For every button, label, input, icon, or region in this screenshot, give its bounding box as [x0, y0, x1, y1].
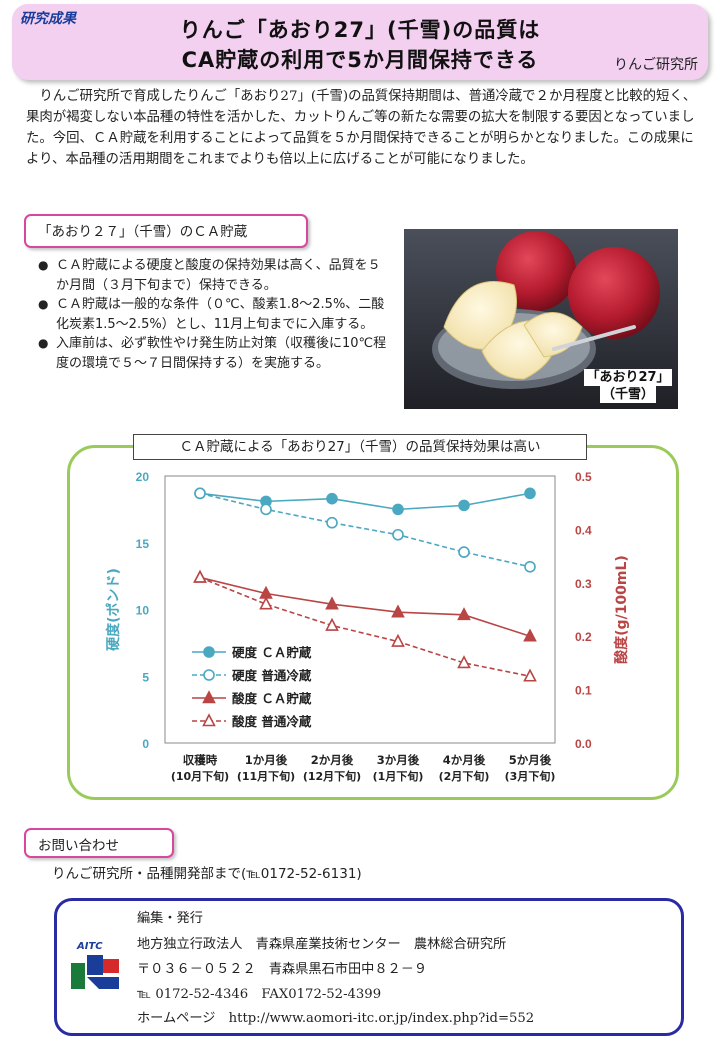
y-tick-label: 10 — [136, 604, 150, 618]
data-point-3 — [457, 655, 471, 669]
contact-text: りんご研究所・品種開発部まで(℡0172-52-6131) — [52, 866, 362, 882]
x-tick-sublabel: (1月下旬) — [373, 769, 424, 783]
x-tick-label: 1か月後 — [245, 753, 288, 767]
legend-label: 酸度 普通冷蔵 — [232, 714, 312, 729]
y-tick-label: 5 — [142, 670, 149, 684]
publisher-phone: ℡ 0172-52-4346 FAX0172-52-4399 — [137, 987, 382, 1002]
series-line-2 — [199, 576, 531, 637]
organization-name: りんご研究所 — [614, 57, 698, 73]
x-tick-sublabel: (12月下旬) — [303, 769, 361, 783]
data-point-0 — [392, 503, 404, 516]
page-title-line2: CA貯蔵の利用で5か月間保持できる — [181, 48, 539, 72]
chart-frame — [67, 445, 679, 800]
data-point-1 — [260, 503, 272, 516]
plot-area — [164, 475, 556, 744]
data-point-2 — [457, 607, 471, 621]
data-point-1 — [458, 546, 470, 558]
y2-tick-label: 0.5 — [575, 470, 592, 484]
legend-label: 硬度 ＣＡ貯蔵 — [232, 645, 312, 660]
data-point-3 — [259, 596, 273, 610]
x-tick-sublabel: (10月下旬) — [171, 769, 229, 783]
y2-tick-label: 0.3 — [575, 577, 592, 591]
data-point-1 — [194, 487, 206, 500]
bullet-item: ＣＡ貯蔵による硬度と酸度の保持効果は高く、品質を５か月間（３月下旬まで）保持でき… — [38, 256, 392, 295]
series-line-3 — [199, 576, 531, 678]
data-point-2 — [325, 596, 339, 610]
series-line-0 — [199, 492, 531, 511]
data-point-0 — [326, 492, 338, 505]
publisher-name: 地方独立行政法人 青森県産業技術センター 農林総合研究所 — [137, 937, 507, 952]
publisher-website[interactable]: ホームページ http://www.aomori-itc.or.jp/index… — [137, 1011, 535, 1026]
y-tick-label: 15 — [136, 537, 150, 551]
x-tick-label: 5か月後 — [509, 753, 552, 767]
aitc-logo-text: AITC — [77, 941, 103, 952]
data-point-0 — [458, 499, 470, 512]
intro-paragraph: りんご研究所で育成したりんご「あおり27」(千雪)の品質保持期間は、普通冷蔵で２… — [26, 89, 697, 167]
x-tick-label: 収穫時 — [183, 753, 218, 767]
page-title-line1: りんご「あおり27」(千雪)の品質は — [179, 18, 541, 42]
x-tick-sublabel: (3月下旬) — [505, 769, 556, 783]
y-axis-title: 硬度(ポンド) — [105, 568, 122, 651]
data-point-2 — [391, 604, 405, 618]
publisher-label: 編集・発行 — [137, 911, 203, 926]
publisher-box: AITC 編集・発行 地方独立行政法人 青森県産業技術センター 農林総合研究所 … — [54, 898, 684, 1036]
y-tick-label: 20 — [136, 470, 150, 484]
y2-axis-title: 酸度(g/100mL) — [613, 555, 630, 664]
photo-caption-line1: 「あおり27」 — [584, 369, 672, 386]
publisher-address: 〒０３６－０５２２ 青森県黒石市田中８２－９ — [137, 962, 428, 977]
data-point-1 — [524, 560, 536, 573]
bullet-list: ＣＡ貯蔵による硬度と酸度の保持効果は高く、品質を５か月間（３月下旬まで）保持でき… — [38, 256, 392, 374]
aitc-logo-icon — [71, 955, 119, 989]
x-tick-sublabel: (2月下旬) — [439, 769, 490, 783]
x-tick-label: 3か月後 — [377, 753, 420, 767]
y2-tick-label: 0.1 — [575, 684, 592, 698]
apple-photo: 「あおり27」 （千雪） — [404, 229, 678, 409]
header-banner: 研究成果 りんご「あおり27」(千雪)の品質は CA貯蔵の利用で5か月間保持でき… — [12, 4, 708, 80]
photo-caption-line2: （千雪） — [599, 386, 656, 403]
y2-tick-label: 0.0 — [575, 737, 592, 751]
x-tick-label: 2か月後 — [311, 753, 354, 767]
legend-swatch-marker — [203, 669, 215, 681]
x-tick-label: 4か月後 — [443, 753, 486, 767]
data-point-3 — [391, 633, 405, 647]
legend-swatch-marker — [202, 713, 216, 727]
y2-tick-label: 0.4 — [575, 523, 592, 537]
contact-heading: お問い合わせ — [24, 828, 174, 858]
research-result-tag: 研究成果 — [20, 11, 76, 27]
legend-label: 硬度 普通冷蔵 — [232, 668, 312, 683]
series-line-1 — [199, 492, 531, 568]
data-point-3 — [325, 617, 339, 631]
y2-tick-label: 0.2 — [575, 630, 592, 644]
legend-swatch-marker — [202, 690, 216, 704]
data-point-3 — [193, 569, 207, 583]
legend-label: 酸度 ＣＡ貯蔵 — [232, 691, 312, 706]
chart-title: ＣＡ貯蔵による「あおり27」（千雪）の品質保持効果は高い — [133, 434, 587, 460]
section-heading-ca-storage: 「あおり２７」（千雪）のＣＡ貯蔵 — [24, 214, 308, 248]
data-point-0 — [524, 487, 536, 500]
photo-caption: 「あおり27」 （千雪） — [584, 369, 672, 403]
legend-swatch-marker — [203, 646, 215, 658]
x-tick-sublabel: (11月下旬) — [237, 769, 295, 783]
bullet-item: ＣＡ貯蔵は一般的な条件（０℃、酸素1.8～2.5%、二酸化炭素1.5～2.5%）… — [38, 295, 392, 334]
data-point-3 — [523, 668, 537, 682]
y-tick-label: 0 — [142, 737, 149, 751]
bullet-item: 入庫前は、必ず軟性やけ発生防止対策（収穫後に10℃程度の環境で５～７日間保持する… — [38, 334, 392, 373]
data-point-1 — [392, 528, 404, 541]
data-point-2 — [523, 628, 537, 642]
data-point-1 — [326, 516, 338, 529]
